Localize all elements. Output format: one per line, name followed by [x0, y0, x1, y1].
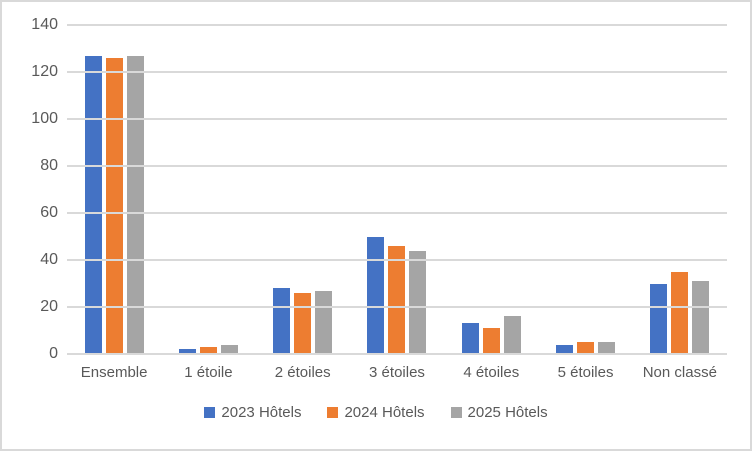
gridline-0 — [67, 353, 727, 355]
legend-item: 2025 Hôtels — [450, 404, 548, 421]
y-tick-label: 100 — [31, 110, 58, 127]
legend-item: 2023 Hôtels — [204, 404, 301, 421]
gridline-40 — [67, 259, 727, 262]
bar-group-4 — [350, 25, 444, 354]
legend-swatch-icon — [450, 407, 462, 418]
plot-area — [67, 24, 727, 355]
legend-swatch-icon — [327, 407, 339, 418]
x-label-3: 2 étoiles — [274, 364, 331, 381]
y-tick-label: 80 — [40, 157, 58, 174]
bar — [692, 281, 710, 354]
gridline-120 — [67, 71, 727, 73]
bar — [503, 316, 521, 354]
bar-group-5 — [444, 25, 538, 354]
y-tick-label: 0 — [49, 345, 58, 362]
bar — [126, 55, 144, 354]
gridline-20 — [67, 306, 727, 309]
bar — [409, 250, 427, 354]
bar — [650, 283, 668, 354]
bar — [388, 245, 406, 354]
x-label-7: Non classé — [642, 364, 717, 381]
legend-swatch-icon — [204, 407, 216, 418]
bar — [367, 236, 385, 354]
legend-label: 2024 Hôtels — [344, 404, 425, 421]
bar — [556, 344, 574, 354]
bar — [105, 57, 123, 354]
y-tick-label: 120 — [31, 63, 58, 80]
y-tick-label: 40 — [40, 251, 58, 268]
bar-group-1 — [67, 25, 161, 354]
bar — [199, 346, 217, 354]
gridline-80 — [67, 165, 727, 168]
y-tick-label: 60 — [40, 204, 58, 221]
gridline-140 — [67, 24, 727, 26]
x-label-2: 1 étoile — [184, 364, 233, 381]
legend: 2023 Hôtels 2024 Hôtels 2025 Hôtels — [2, 404, 750, 421]
bar — [461, 323, 479, 354]
bar-group-2 — [161, 25, 255, 354]
bar — [220, 344, 238, 354]
bar — [178, 349, 196, 354]
bar-group-3 — [256, 25, 350, 354]
gridline-60 — [67, 212, 727, 214]
x-label-5: 4 étoiles — [463, 364, 520, 381]
bar — [294, 292, 312, 354]
bar — [482, 328, 500, 354]
bar — [598, 342, 616, 354]
bar-groups — [67, 25, 727, 354]
legend-label: 2023 Hôtels — [221, 404, 302, 421]
x-label-6: 5 étoiles — [557, 364, 614, 381]
bar — [315, 290, 333, 354]
bar-group-6 — [538, 25, 632, 354]
x-axis: Ensemble 1 étoile 2 étoiles 3 étoiles 4 étoi… — [67, 364, 727, 381]
bar — [671, 271, 689, 354]
x-label-1: Ensemble — [80, 364, 148, 381]
bar-group-7 — [633, 25, 727, 354]
legend-label: 2025 Hôtels — [467, 404, 548, 421]
bar — [577, 342, 595, 354]
y-tick-label: 20 — [40, 298, 58, 315]
x-label-4: 3 étoiles — [369, 364, 425, 381]
legend-item: 2024 Hôtels — [327, 404, 425, 421]
bar — [273, 288, 291, 354]
bar — [84, 55, 102, 354]
y-tick-label: 140 — [31, 16, 58, 33]
gridline-100 — [67, 118, 727, 120]
